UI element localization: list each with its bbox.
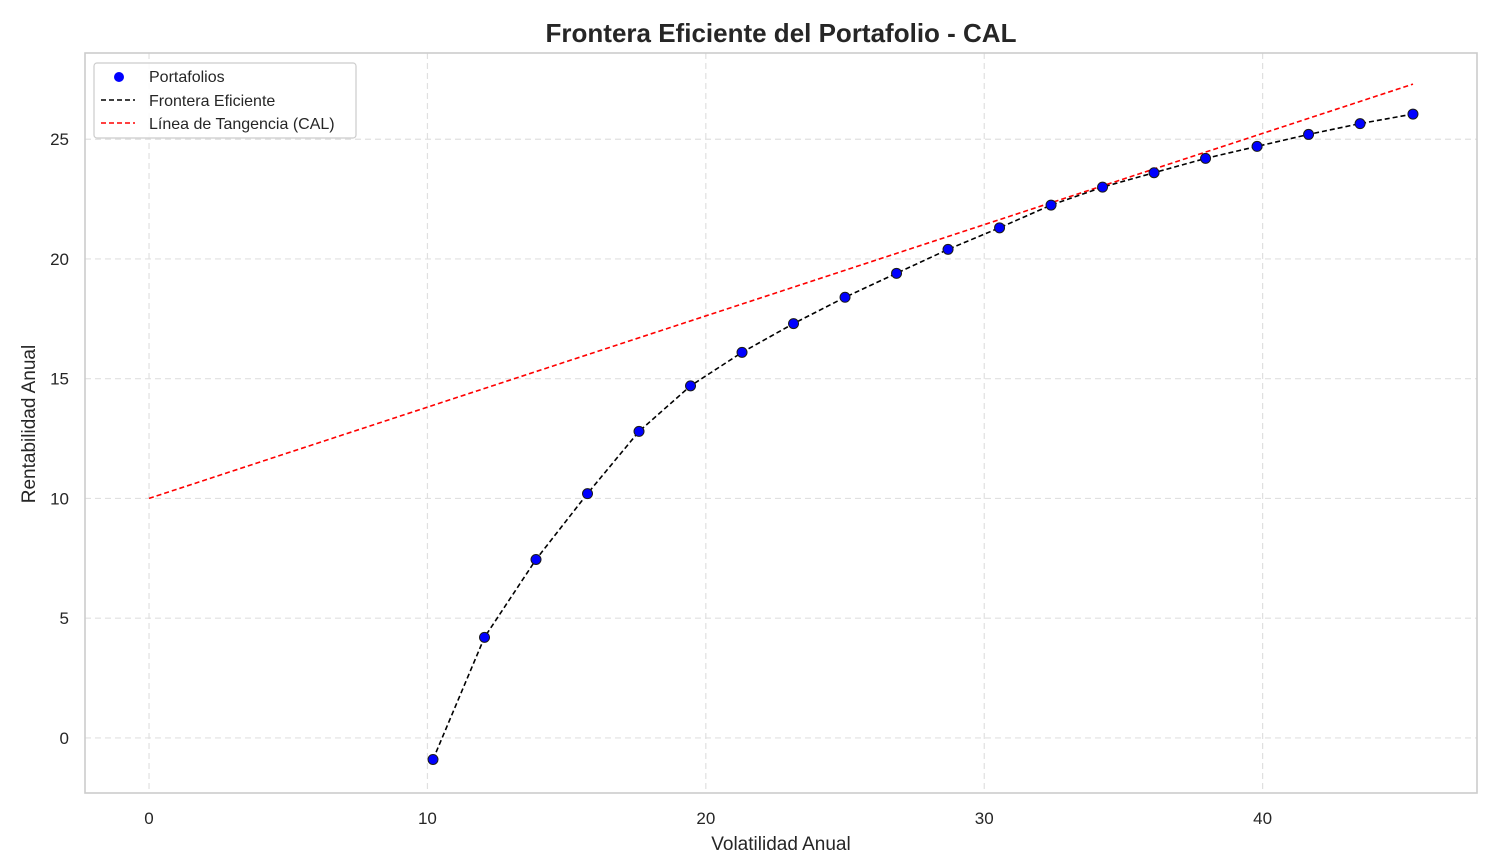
- y-tick-label: 0: [60, 729, 69, 748]
- plot-frame: [84, 52, 1478, 794]
- portfolio-point: [1354, 118, 1366, 130]
- grid: [85, 53, 1477, 793]
- legend-label-portafolios: Portafolios: [149, 69, 225, 86]
- portfolio-point: [1097, 181, 1109, 193]
- portfolio-point: [582, 488, 594, 500]
- legend-label-frontera: Frontera Eficiente: [149, 93, 275, 110]
- chart-title: Frontera Eficiente del Portafolio - CAL: [546, 18, 1017, 48]
- x-tick-label: 30: [975, 809, 994, 828]
- portfolio-point: [1045, 199, 1057, 211]
- legend-marker-portafolios: [114, 72, 124, 82]
- portfolio-point: [479, 631, 491, 643]
- x-tick-label: 10: [418, 809, 437, 828]
- x-axis-label: Volatilidad Anual: [711, 834, 850, 855]
- y-tick-label: 10: [50, 489, 69, 508]
- portfolio-point: [427, 753, 439, 765]
- y-axis-ticks: 0 5 10 15 20 25: [50, 130, 69, 748]
- series-lines: [148, 83, 1414, 760]
- legend: Portafolios Frontera Eficiente Línea de …: [93, 62, 357, 139]
- portfolio-point: [788, 318, 800, 330]
- portfolio-point: [994, 222, 1006, 234]
- portfolio-point: [530, 554, 542, 566]
- y-tick-label: 5: [60, 609, 69, 628]
- x-axis-ticks: 0 10 20 30 40: [144, 809, 1272, 828]
- x-tick-label: 0: [144, 809, 153, 828]
- y-tick-label: 20: [50, 250, 69, 269]
- portfolio-point: [1251, 140, 1263, 152]
- y-axis-label: Rentabilidad Anual: [19, 345, 40, 503]
- portfolio-point: [839, 291, 851, 303]
- portfolio-point: [633, 425, 645, 437]
- x-tick-label: 20: [696, 809, 715, 828]
- y-tick-label: 15: [50, 370, 69, 389]
- y-tick-label: 25: [50, 130, 69, 149]
- portfolio-point: [1407, 108, 1419, 120]
- portfolio-point: [736, 346, 748, 358]
- portfolio-point: [1148, 167, 1160, 179]
- legend-box: [93, 62, 357, 139]
- legend-label-cal: Línea de Tangencia (CAL): [149, 116, 335, 133]
- portfolio-point: [942, 243, 954, 255]
- series-points: [427, 108, 1419, 765]
- x-tick-label: 40: [1253, 809, 1272, 828]
- portfolio-point: [685, 380, 697, 392]
- portfolio-point: [891, 267, 903, 279]
- portfolio-point: [1200, 152, 1212, 164]
- portfolio-point: [1303, 128, 1315, 140]
- frontier-line: [432, 113, 1414, 760]
- cal-line: [148, 83, 1414, 500]
